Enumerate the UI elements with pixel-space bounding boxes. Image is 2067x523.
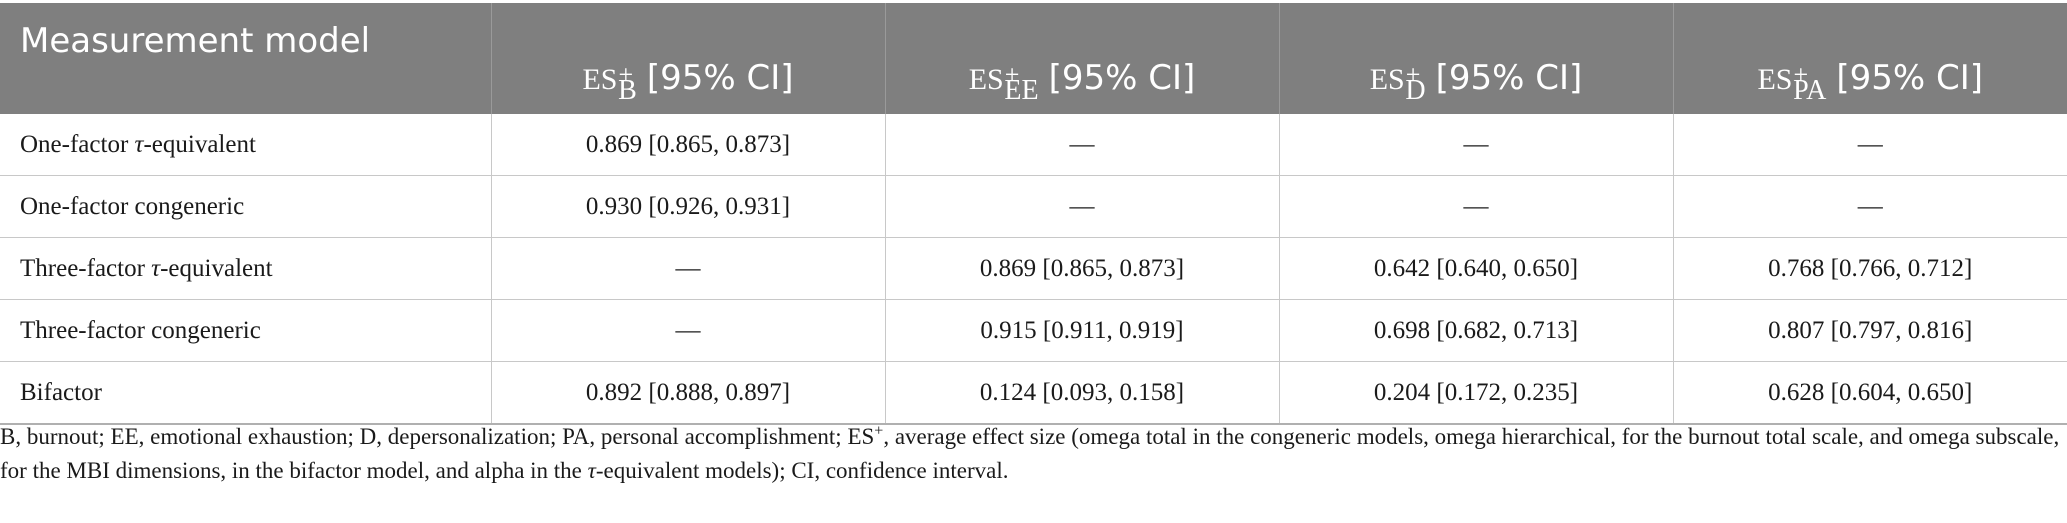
ci-label: [95% CI]: [1836, 58, 1984, 98]
row-model-label: Three-factor congeneric: [0, 299, 492, 362]
table-row: One-factor congeneric 0.930 [0.926, 0.93…: [0, 175, 2067, 238]
es-symbol: ES+EE: [968, 60, 1039, 106]
table-footnote: B, burnout; EE, emotional exhaustion; D,…: [0, 422, 2060, 483]
table-row: One-factor τ-equivalent 0.869 [0.865, 0.…: [0, 114, 2067, 176]
row-model-label: Bifactor: [0, 361, 492, 425]
cell-es-pa: —: [1673, 175, 2067, 238]
table-row: Three-factor τ-equivalent — 0.869 [0.865…: [0, 237, 2067, 300]
cell-es-pa: 0.628 [0.604, 0.650]: [1673, 361, 2067, 425]
row-model-label: One-factor congeneric: [0, 175, 492, 238]
results-table-container: Measurement model ES+B [95% CI] ES+EE [95%…: [0, 3, 2067, 425]
row-model-label: Three-factor τ-equivalent: [0, 237, 492, 300]
cell-es-pa: 0.807 [0.797, 0.816]: [1673, 299, 2067, 362]
cell-es-b: —: [491, 237, 886, 300]
results-table: Measurement model ES+B [95% CI] ES+EE [95%…: [0, 3, 2067, 425]
cell-es-pa: —: [1673, 114, 2067, 176]
header-es-depersonalization: ES+D [95% CI]: [1279, 3, 1674, 114]
cell-es-d: 0.698 [0.682, 0.713]: [1279, 299, 1674, 362]
table-row: Bifactor 0.892 [0.888, 0.897] 0.124 [0.0…: [0, 361, 2067, 425]
header-es-personal-accomplishment: ES+PA [95% CI]: [1673, 3, 2067, 114]
cell-es-ee: 0.124 [0.093, 0.158]: [885, 361, 1280, 425]
cell-es-d: —: [1279, 175, 1674, 238]
ci-label: [95% CI]: [1435, 58, 1583, 98]
cell-es-d: 0.204 [0.172, 0.235]: [1279, 361, 1674, 425]
header-measurement-model: Measurement model: [0, 3, 492, 114]
cell-es-b: 0.930 [0.926, 0.931]: [491, 175, 886, 238]
ci-label: [95% CI]: [646, 58, 794, 98]
table-row: Three-factor congeneric — 0.915 [0.911, …: [0, 299, 2067, 362]
header-es-emotional-exhaustion: ES+EE [95% CI]: [885, 3, 1280, 114]
ci-label: [95% CI]: [1048, 58, 1196, 98]
cell-es-b: 0.869 [0.865, 0.873]: [491, 114, 886, 176]
cell-es-pa: 0.768 [0.766, 0.712]: [1673, 237, 2067, 300]
es-symbol: ES+B: [582, 60, 637, 106]
cell-es-ee: —: [885, 114, 1280, 176]
table-header-row: Measurement model ES+B [95% CI] ES+EE [95%…: [0, 3, 2067, 114]
es-symbol: ES+PA: [1757, 60, 1827, 106]
header-es-burnout: ES+B [95% CI]: [491, 3, 886, 114]
cell-es-ee: —: [885, 175, 1280, 238]
cell-es-d: 0.642 [0.640, 0.650]: [1279, 237, 1674, 300]
es-symbol: ES+D: [1369, 60, 1426, 106]
cell-es-ee: 0.869 [0.865, 0.873]: [885, 237, 1280, 300]
cell-es-b: 0.892 [0.888, 0.897]: [491, 361, 886, 425]
row-model-label: One-factor τ-equivalent: [0, 114, 492, 176]
cell-es-ee: 0.915 [0.911, 0.919]: [885, 299, 1280, 362]
cell-es-d: —: [1279, 114, 1674, 176]
cell-es-b: —: [491, 299, 886, 362]
